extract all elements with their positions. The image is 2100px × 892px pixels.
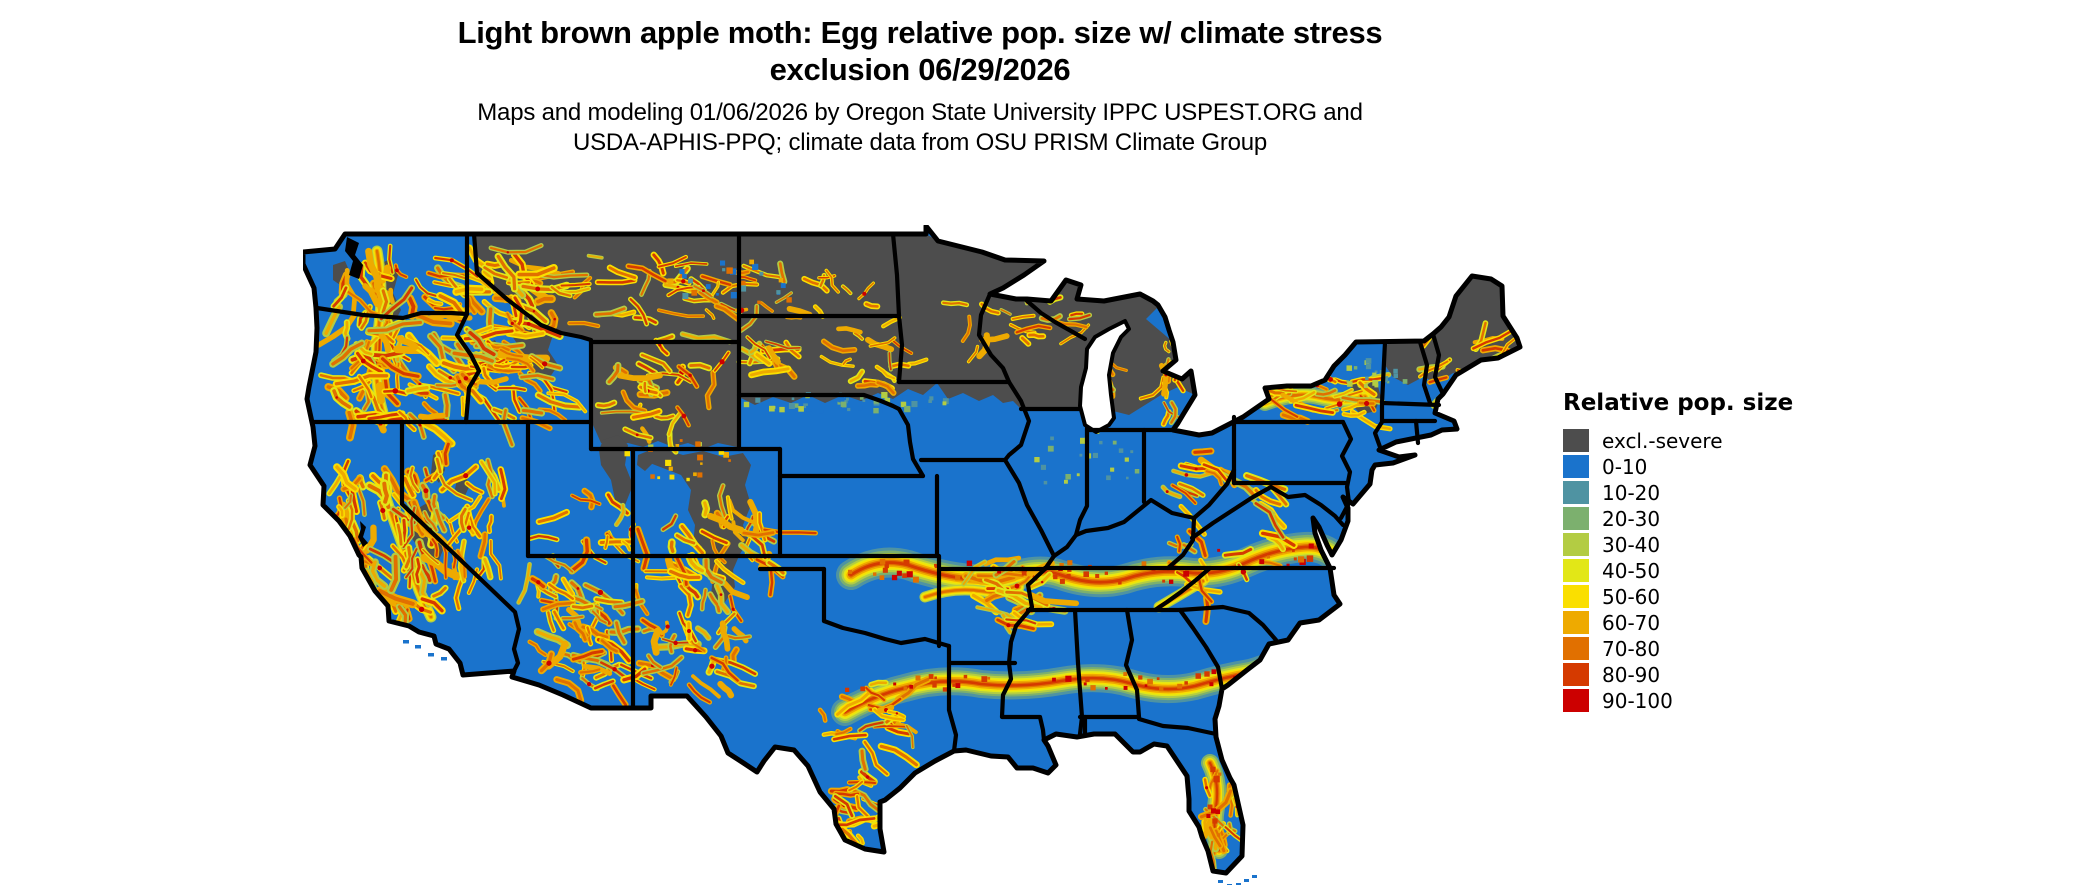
legend-label: 0-10 [1602, 454, 1648, 479]
us-risk-map [303, 225, 1533, 885]
legend-item: 30-40 [1563, 532, 1793, 557]
legend-swatch [1563, 689, 1589, 712]
legend-swatch [1563, 481, 1589, 504]
legend-label: 40-50 [1602, 558, 1661, 583]
map-subtitle-line1: Maps and modeling 01/06/2026 by Oregon S… [477, 99, 1363, 126]
legend-label: 10-20 [1602, 480, 1661, 505]
legend-swatch [1563, 611, 1589, 634]
legend-label: 90-100 [1602, 688, 1673, 713]
legend-rows: excl.-severe 0-10 10-20 20-30 30-40 40-50 50-6… [1563, 428, 1793, 713]
legend-label: 60-70 [1602, 610, 1661, 635]
legend-title: Relative pop. size [1563, 390, 1794, 416]
legend-label: 50-60 [1602, 584, 1661, 609]
legend-item: 60-70 [1563, 610, 1793, 635]
legend-item: 10-20 [1563, 480, 1793, 505]
header: Light brown apple moth: Egg relative pop… [150, 14, 1690, 158]
legend-label: 20-30 [1602, 506, 1661, 531]
legend-item: 0-10 [1563, 454, 1793, 479]
legend-item: 20-30 [1563, 506, 1793, 531]
legend-item: 90-100 [1563, 688, 1793, 713]
legend-label: 80-90 [1602, 662, 1661, 687]
legend-item: 80-90 [1563, 662, 1793, 687]
legend-item: 70-80 [1563, 636, 1793, 661]
map-title-line1: Light brown apple moth: Egg relative pop… [457, 15, 1383, 50]
map-title-line2: exclusion 06/29/2026 [769, 52, 1071, 87]
legend-swatch [1563, 663, 1589, 686]
legend-swatch [1563, 559, 1589, 582]
legend-label: 30-40 [1602, 532, 1661, 557]
legend-item: 40-50 [1563, 558, 1793, 583]
legend-item: excl.-severe [1563, 428, 1793, 453]
legend-swatch [1563, 533, 1589, 556]
us-map-figure [303, 225, 1523, 885]
legend-label: excl.-severe [1602, 428, 1723, 453]
legend-item: 50-60 [1563, 584, 1793, 609]
legend-swatch [1563, 455, 1589, 478]
legend-swatch [1563, 429, 1589, 452]
legend-swatch [1563, 637, 1589, 660]
legend-swatch [1563, 585, 1589, 608]
legend-swatch [1563, 507, 1589, 530]
legend: Relative pop. size excl.-severe 0-10 10-20… [1563, 390, 1793, 715]
legend-label: 70-80 [1602, 636, 1661, 661]
map-subtitle-line2: USDA-APHIS-PPQ; climate data from OSU PR… [572, 129, 1268, 156]
